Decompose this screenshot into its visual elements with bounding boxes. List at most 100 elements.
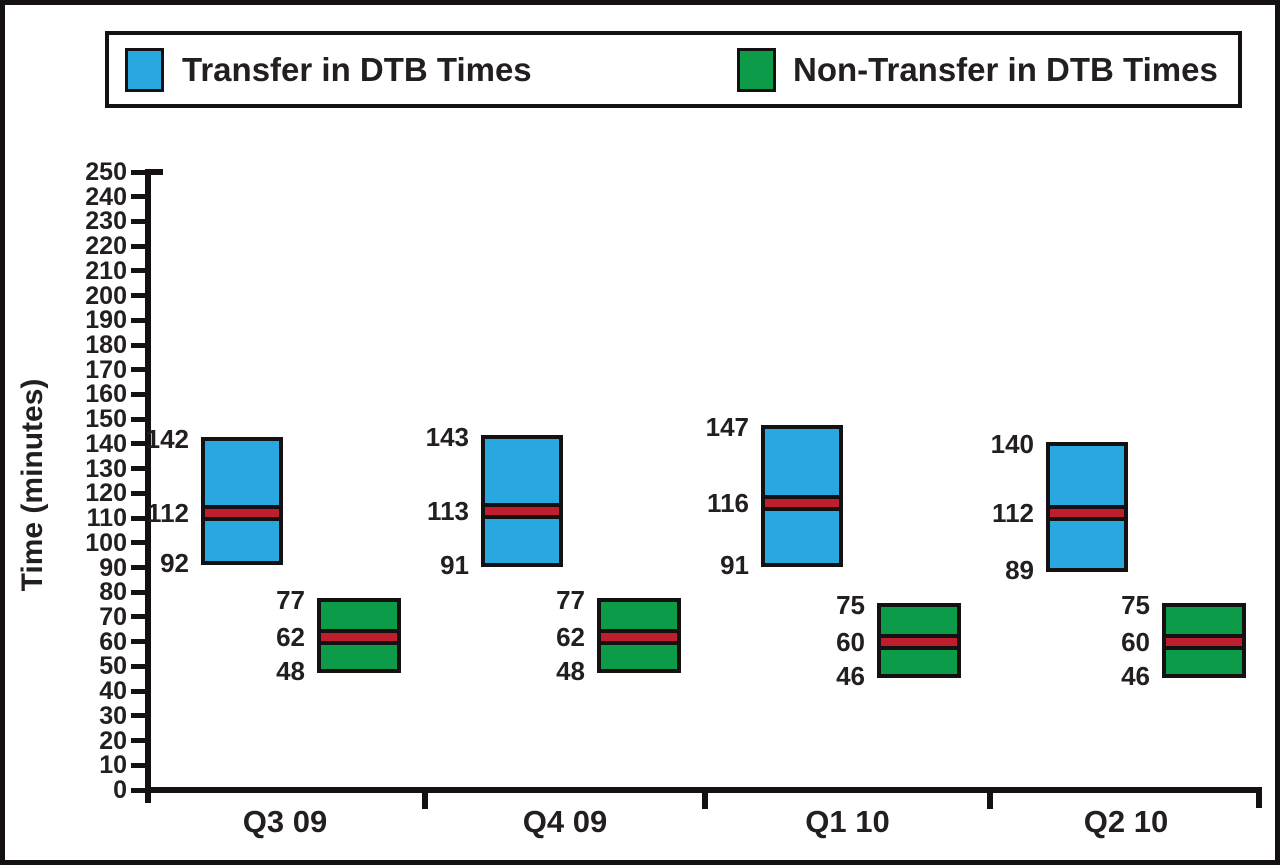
y-axis-tick-label: 60 — [99, 627, 127, 656]
y-axis-tick-label: 140 — [85, 429, 127, 458]
y-axis-tick-label: 230 — [85, 207, 127, 236]
non-transfer-box-q3-09-median-label: 62 — [276, 621, 305, 652]
y-axis-tick-label: 200 — [85, 281, 127, 310]
y-axis-tick-label: 20 — [99, 726, 127, 755]
x-axis-category-label-q4-09: Q4 09 — [522, 804, 608, 839]
x-axis-line — [145, 787, 1262, 793]
transfer-box-q3-09-high-label: 142 — [145, 423, 189, 454]
y-axis-tick — [131, 391, 145, 397]
non-transfer-box-q4-09-high-label: 77 — [556, 584, 585, 615]
y-axis-tick — [131, 243, 145, 249]
y-axis-tick-label: 250 — [85, 158, 127, 186]
non-transfer-box-q4-09 — [597, 597, 681, 674]
y-axis-tick-label: 110 — [86, 504, 127, 533]
y-axis-tick — [131, 466, 145, 472]
y-axis-tick-label: 0 — [113, 776, 127, 804]
legend-label-transfer: Transfer in DTB Times — [182, 51, 532, 88]
y-axis-tick — [131, 367, 145, 373]
transfer-box-q2-10-median-line — [1050, 505, 1124, 522]
transfer-box-q3-09-median-line — [205, 505, 279, 522]
y-axis-tick-label: 70 — [99, 602, 127, 631]
transfer-box-q3-09-median-label: 112 — [147, 498, 189, 529]
x-axis-tick — [422, 793, 428, 809]
y-axis-tick — [131, 169, 145, 175]
x-axis-category-label-q2-10: Q2 10 — [1083, 804, 1169, 839]
y-axis-tick-label: 170 — [85, 355, 127, 384]
y-axis-tick-label: 30 — [99, 701, 127, 730]
y-axis-tick — [131, 194, 145, 200]
legend: Transfer in DTB Times Non-Transfer in DT… — [105, 31, 1242, 108]
y-axis-tick — [131, 342, 145, 348]
transfer-box-q4-09-low-label: 91 — [440, 550, 469, 581]
legend-label-non-transfer: Non-Transfer in DTB Times — [793, 51, 1218, 88]
transfer-box-q4-09-median-line — [485, 502, 559, 519]
y-axis-tick — [131, 565, 145, 571]
y-axis-tick-label: 90 — [99, 553, 127, 582]
non-transfer-box-q3-09-low-label: 48 — [276, 656, 305, 687]
legend-swatch-non-transfer-icon — [737, 48, 776, 92]
y-axis-tick — [131, 688, 145, 694]
x-axis-tick — [702, 793, 708, 809]
transfer-box-q3-09-low-label: 92 — [160, 547, 189, 578]
transfer-box-q2-10 — [1046, 441, 1128, 572]
transfer-box-q1-10 — [761, 424, 843, 568]
y-axis-tick — [131, 317, 145, 323]
non-transfer-box-q1-10-low-label: 46 — [836, 661, 865, 692]
y-axis-tick — [131, 713, 145, 719]
transfer-box-q2-10-low-label: 89 — [1005, 554, 1034, 585]
y-axis-title: Time (minutes) — [16, 378, 49, 592]
y-axis-tick-label: 10 — [99, 751, 127, 780]
transfer-box-q1-10-median-label: 116 — [707, 488, 749, 519]
non-transfer-box-q2-10-median-label: 60 — [1121, 626, 1150, 657]
y-axis-tick-label: 50 — [99, 652, 127, 681]
non-transfer-box-q3-09-median-line — [321, 628, 397, 645]
y-axis-tick — [131, 293, 145, 299]
non-transfer-box-q2-10 — [1162, 602, 1246, 679]
transfer-box-q2-10-median-label: 112 — [992, 498, 1034, 529]
y-axis-tick-label: 210 — [85, 256, 127, 285]
y-axis-tick-label: 130 — [85, 454, 127, 483]
y-axis-tick-label: 120 — [85, 479, 127, 508]
transfer-box-q1-10-median-line — [765, 495, 839, 512]
transfer-box-q4-09-high-label: 143 — [425, 421, 469, 452]
y-axis-tick — [131, 762, 145, 768]
y-axis-tick — [131, 416, 145, 422]
transfer-box-q4-09 — [481, 434, 563, 568]
y-axis-tick — [131, 589, 145, 595]
y-axis-tick-label: 220 — [85, 232, 127, 261]
non-transfer-box-q4-09-median-line — [601, 628, 677, 645]
non-transfer-box-q4-09-low-label: 48 — [556, 656, 585, 687]
non-transfer-box-q3-09-high-label: 77 — [276, 584, 305, 615]
y-axis-tick-label: 40 — [99, 677, 127, 706]
y-axis-tick-label: 100 — [85, 528, 127, 557]
y-axis-tick — [131, 490, 145, 496]
y-axis-top-cap — [145, 169, 163, 175]
x-axis-category-label-q3-09: Q3 09 — [242, 804, 328, 839]
y-axis-tick — [131, 738, 145, 744]
y-axis-tick-label: 80 — [99, 578, 127, 607]
transfer-box-q2-10-high-label: 140 — [990, 428, 1034, 459]
non-transfer-box-q1-10-high-label: 75 — [836, 589, 865, 620]
x-axis-category-label-q1-10: Q1 10 — [805, 804, 890, 839]
non-transfer-box-q1-10-median-label: 60 — [836, 626, 865, 657]
y-axis-tick — [131, 663, 145, 669]
x-axis-tick — [987, 793, 993, 809]
transfer-box-q4-09-median-label: 113 — [427, 495, 469, 526]
y-axis-tick-label: 160 — [85, 380, 127, 409]
y-axis-line — [145, 169, 151, 803]
y-axis-tick-label: 180 — [85, 331, 127, 360]
y-axis-tick — [131, 639, 145, 645]
transfer-box-q1-10-low-label: 91 — [720, 550, 749, 581]
non-transfer-box-q2-10-high-label: 75 — [1121, 589, 1150, 620]
non-transfer-box-q1-10-median-line — [881, 633, 957, 650]
non-transfer-box-q2-10-low-label: 46 — [1121, 661, 1150, 692]
non-transfer-box-q1-10 — [877, 602, 961, 679]
y-axis-tick-label: 240 — [85, 182, 127, 211]
y-axis-tick — [131, 614, 145, 620]
y-axis-tick — [131, 218, 145, 224]
y-axis-tick — [131, 515, 145, 521]
transfer-box-q3-09 — [201, 436, 283, 565]
y-axis-tick-label: 150 — [85, 405, 127, 434]
